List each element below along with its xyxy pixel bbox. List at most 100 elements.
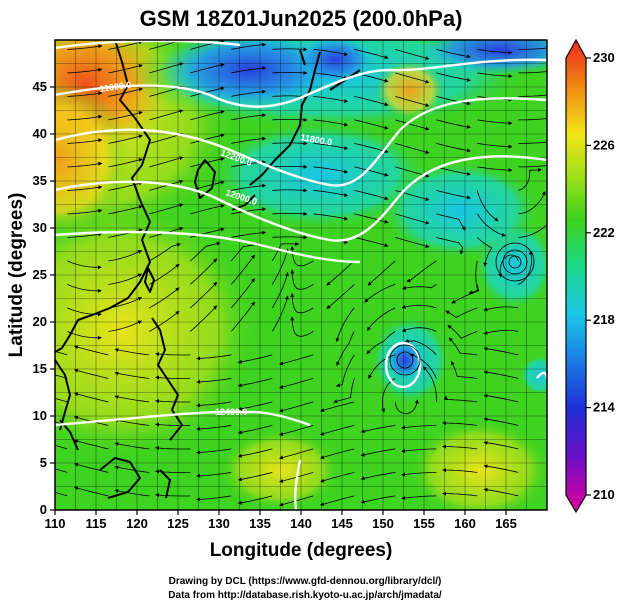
streamline — [483, 370, 519, 379]
streamline — [483, 464, 519, 473]
streamline — [230, 278, 255, 309]
streamline — [436, 190, 471, 200]
streamline — [483, 393, 519, 403]
streamline — [483, 417, 519, 426]
streamline — [114, 442, 150, 450]
streamline — [108, 250, 143, 262]
streamline — [231, 207, 267, 215]
streamline — [155, 399, 191, 404]
streamline — [401, 327, 437, 332]
streamline — [366, 331, 396, 355]
colorbar-body — [565, 38, 587, 514]
streamline — [483, 346, 519, 356]
y-tick-label: 30 — [33, 220, 47, 235]
streamline — [313, 72, 349, 80]
streamline — [155, 422, 191, 427]
x-tick-label: 145 — [331, 516, 353, 531]
x-tick-label: 140 — [290, 516, 312, 531]
streamline — [73, 462, 109, 473]
streamline — [55, 350, 68, 356]
streamline — [354, 96, 389, 107]
streamline — [190, 241, 221, 262]
y-tick-label: 20 — [33, 314, 47, 329]
x-tick-label: 155 — [413, 516, 435, 531]
streamline — [231, 136, 267, 144]
x-tick-label: 130 — [208, 516, 230, 531]
y-tick-label: 5 — [40, 455, 47, 470]
colorbar-tick-label: 230 — [593, 50, 615, 65]
streamline — [230, 254, 255, 285]
streamline — [401, 448, 437, 453]
streamline — [55, 374, 68, 379]
streamline — [381, 378, 396, 413]
streamline — [196, 401, 232, 408]
streamline — [313, 213, 349, 221]
streamline — [231, 42, 267, 50]
streamline — [114, 465, 150, 473]
streamline — [114, 418, 150, 426]
streamline — [409, 353, 437, 379]
streamline — [335, 354, 355, 388]
streamline — [436, 143, 471, 153]
streamline — [518, 94, 547, 97]
streamline — [326, 260, 355, 286]
streamline — [395, 213, 430, 225]
streamline — [279, 495, 314, 507]
y-axis: 0 5 10 15 20 25 30 35 40 45 — [33, 79, 55, 517]
streamline — [313, 119, 349, 127]
y-tick-label: 10 — [33, 408, 47, 423]
streamline — [518, 221, 547, 238]
streamline — [320, 425, 355, 436]
streamline — [394, 399, 419, 415]
streamline — [354, 143, 389, 154]
chart-title: GSM 18Z01Jun2025 (200.0hPa) — [140, 6, 463, 31]
streamline — [196, 354, 232, 361]
contour-label: 11600.0 — [99, 80, 132, 94]
streamline — [73, 486, 109, 497]
streamline — [67, 138, 103, 144]
streamline — [354, 49, 389, 60]
x-tick-label: 125 — [167, 516, 189, 531]
streamline — [271, 272, 289, 309]
streamline — [313, 190, 349, 198]
y-tick-label: 45 — [33, 79, 47, 94]
streamline — [114, 371, 150, 379]
y-tick-label: 35 — [33, 173, 47, 188]
streamline — [395, 143, 430, 154]
y-tick-label: 40 — [33, 126, 47, 141]
streamline — [231, 183, 267, 191]
streamline — [67, 185, 103, 191]
streamline — [320, 495, 355, 507]
streamline — [442, 468, 478, 473]
streamline — [272, 164, 308, 169]
streamline — [108, 273, 143, 285]
streamline — [476, 213, 506, 237]
streamline — [368, 354, 396, 379]
streamline — [395, 237, 430, 248]
streamline — [477, 166, 513, 173]
streamline — [190, 180, 225, 191]
streamline — [477, 49, 513, 55]
streamline — [436, 213, 466, 231]
streamline — [108, 134, 143, 144]
streamline — [190, 281, 218, 309]
vortex-markers — [389, 242, 535, 376]
streamline — [333, 378, 355, 404]
streamline — [483, 487, 519, 497]
streamline — [114, 395, 150, 403]
streamline — [313, 166, 349, 174]
streamline — [364, 284, 396, 303]
streamline — [196, 378, 232, 384]
streamline — [442, 421, 478, 426]
streamline — [395, 49, 430, 60]
streamline — [477, 72, 513, 79]
streamline — [67, 114, 103, 121]
streamline — [149, 62, 184, 74]
streamline — [395, 96, 430, 107]
streamline — [436, 166, 471, 176]
streamline — [326, 284, 355, 310]
streamline — [483, 330, 519, 335]
streamline — [237, 495, 273, 505]
streamline — [476, 190, 499, 222]
